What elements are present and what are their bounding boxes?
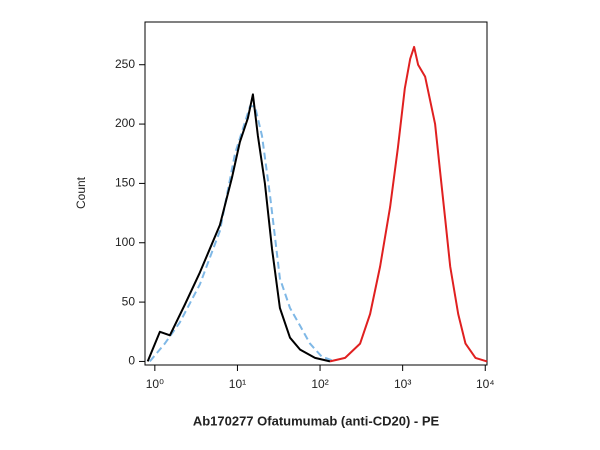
histogram-line — [149, 105, 336, 363]
y-tick-label: 250 — [115, 57, 135, 71]
y-tick-label: 100 — [115, 235, 135, 249]
x-tick-label: 10³ — [394, 377, 411, 391]
y-tick-label: 50 — [122, 294, 136, 308]
y-tick-label: 0 — [128, 354, 135, 368]
x-axis-title: Ab170277 Ofatumumab (anti-CD20) - PE — [193, 413, 440, 428]
y-tick-label: 200 — [115, 116, 135, 130]
x-tick-label: 10⁴ — [476, 377, 495, 391]
y-axis-title: Count — [74, 176, 88, 209]
histogram-line — [329, 45, 488, 363]
plot-frame — [144, 21, 488, 366]
x-tick-label: 10¹ — [229, 377, 246, 391]
x-tick-label: 10² — [311, 377, 328, 391]
y-tick-label: 150 — [115, 176, 135, 190]
histogram-line — [146, 93, 331, 363]
x-tick-label: 10⁰ — [146, 377, 164, 391]
